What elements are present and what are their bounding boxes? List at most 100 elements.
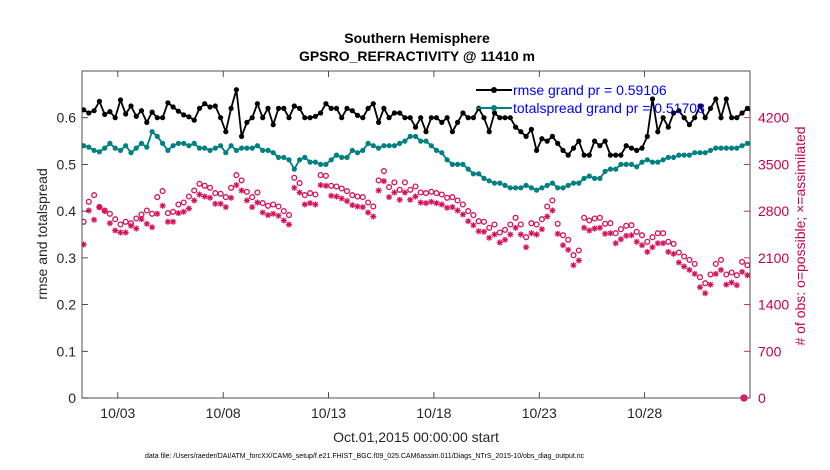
totalspread-point [534, 187, 540, 193]
rmse-point [96, 98, 102, 104]
totalspread-point [628, 161, 635, 167]
asterisk-stroke [133, 225, 139, 232]
obs-possible-point [312, 191, 319, 198]
totalspread-point [644, 157, 650, 163]
rmse-point [460, 110, 466, 116]
obs-assimilated-point [533, 231, 540, 238]
totalspread-point [254, 143, 260, 149]
obs-possible-point [91, 192, 98, 199]
x-tick-label: 10/03 [100, 405, 135, 421]
obs-assimilated-point [475, 228, 482, 235]
obs-possible-point [307, 190, 314, 197]
rmse-point [455, 119, 461, 125]
totalspread-point [676, 152, 682, 158]
totalspread-point [528, 185, 535, 191]
obs-assimilated-point [633, 238, 640, 245]
obs-assimilated-point [238, 187, 245, 194]
obs-possible-point [228, 184, 235, 191]
totalspread-point [449, 161, 455, 167]
obs-possible-point [359, 194, 366, 201]
rmse-point [254, 101, 260, 107]
obs-assimilated-point [538, 226, 545, 233]
asterisk-stroke [233, 182, 240, 188]
obs-assimilated-point [723, 281, 730, 288]
totalspread-point [586, 173, 592, 179]
totalspread-point [196, 145, 203, 151]
asterisk-stroke [217, 201, 224, 207]
obs-assimilated-point [644, 248, 651, 255]
totalspread-point [570, 180, 577, 186]
rmse-point [339, 115, 345, 121]
asterisk-stroke [223, 204, 229, 210]
obs-assimilated-point [728, 279, 735, 286]
x-tick-label: 10/13 [311, 405, 346, 421]
asterisk-stroke [586, 227, 592, 234]
obs-possible-point [217, 190, 224, 197]
totalspread-point [133, 145, 139, 151]
asterisk-stroke [544, 213, 550, 220]
rmse-point [196, 105, 203, 111]
totalspread-point [275, 154, 282, 160]
obs-assimilated-point [380, 178, 387, 185]
rmse-point [570, 145, 577, 151]
obs-possible-point [154, 194, 161, 201]
obs-assimilated-point [96, 204, 103, 211]
rmse-point [402, 115, 408, 121]
obs-assimilated-point [286, 221, 292, 228]
totalspread-point [181, 140, 187, 146]
obs-possible-point [233, 172, 240, 179]
asterisk-stroke [196, 191, 203, 198]
totalspread-point [713, 145, 719, 151]
obs-assimilated-point [707, 281, 714, 288]
asterisk-stroke [686, 267, 693, 273]
obs-assimilated-point [617, 236, 624, 243]
asterisk-stroke [649, 244, 656, 250]
totalspread-point [107, 140, 113, 146]
rmse-point [260, 115, 266, 121]
rmse-point [623, 143, 629, 149]
obs-possible-point [702, 280, 709, 287]
totalspread-point [244, 145, 250, 151]
rmse-point [555, 140, 561, 146]
obs-possible-point [465, 208, 472, 215]
rmse-point [128, 103, 134, 109]
asterisk-stroke [576, 257, 582, 264]
rmse-point [297, 105, 303, 111]
rmse-point [123, 111, 129, 117]
obs-possible-point [638, 232, 646, 239]
y-left-tick-label: 0.4 [57, 203, 77, 219]
rmse-point [702, 115, 708, 121]
asterisk-stroke [302, 201, 308, 208]
legend-rmse-label: rmse grand pr = 0.59106 [513, 82, 667, 98]
totalspread-point [723, 145, 729, 151]
totalspread-point [328, 157, 334, 163]
asterisk-stroke [465, 218, 471, 224]
obs-possible-point [607, 220, 614, 227]
obs-possible-point [523, 234, 530, 241]
asterisk-stroke [428, 199, 434, 205]
rmse-point [507, 115, 513, 121]
obs-possible-point [185, 193, 192, 200]
rmse-point [486, 129, 492, 135]
rmse-point [244, 119, 250, 125]
obs-assimilated-point [470, 222, 477, 229]
obs-assimilated-point [517, 231, 524, 238]
obs-assimilated-point [449, 204, 456, 211]
obs-possible-point [454, 197, 461, 204]
asterisk-stroke [228, 195, 234, 201]
obs-assimilated-point [386, 194, 393, 201]
totalspread-point [423, 138, 429, 144]
obs-assimilated-point [143, 220, 150, 227]
totalspread-point [444, 157, 450, 163]
totalspread-point [565, 182, 571, 188]
asterisk-stroke [702, 290, 708, 296]
obs-possible-point [412, 183, 419, 190]
obs-assimilated-point [301, 201, 308, 208]
rmse-point [707, 105, 714, 111]
totalspread-point [370, 143, 376, 149]
obs-assimilated-point [554, 230, 561, 237]
rmse-point [444, 115, 450, 121]
totalspread-point [518, 185, 524, 191]
asterisk-stroke [181, 209, 187, 215]
obs-possible-point [238, 177, 245, 184]
